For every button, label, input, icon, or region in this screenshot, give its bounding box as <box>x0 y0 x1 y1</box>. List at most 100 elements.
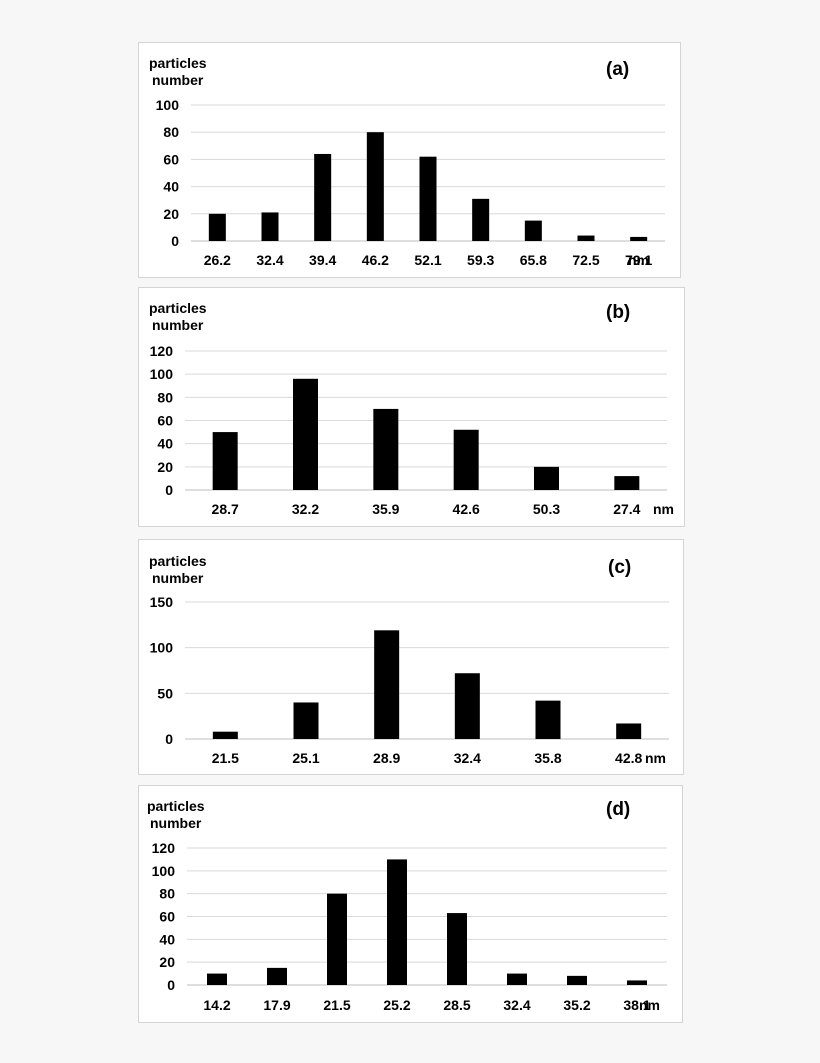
chart-panel-d: particles number (d) 0 20 40 60 80 100 120 14.2… <box>138 785 683 1023</box>
y-tick-label: 150 <box>150 594 174 610</box>
y-axis-title: particles number <box>149 300 207 334</box>
x-tick-label: 65.8 <box>520 252 547 268</box>
y-tick-label: 0 <box>165 482 173 498</box>
x-tick-label: 32.4 <box>256 252 283 268</box>
y-tick-label: 120 <box>150 343 174 359</box>
bar <box>447 913 467 985</box>
bar <box>614 476 640 490</box>
y-axis-title-line2: number <box>152 72 204 88</box>
bar <box>366 132 384 241</box>
y-tick-label: 60 <box>157 413 173 429</box>
x-tick-label: 21.5 <box>323 997 350 1013</box>
chart-plot: 0 20 40 60 80 100 120 14.2 17.9 21.5 25.2 28.5 32.4 3… <box>152 840 667 1013</box>
y-tick-label: 50 <box>157 685 173 701</box>
y-tick-label: 40 <box>159 931 175 947</box>
x-tick-label: 42.6 <box>453 501 480 517</box>
x-tick-label: 21.5 <box>212 750 239 766</box>
y-tick-label: 20 <box>157 459 173 475</box>
x-tick-label: 35.8 <box>534 750 561 766</box>
bar <box>208 213 226 241</box>
bar <box>535 700 561 739</box>
bar <box>387 859 407 985</box>
y-tick-label: 80 <box>159 886 175 902</box>
y-tick-label: 100 <box>156 97 180 113</box>
bar <box>261 212 279 241</box>
y-axis-title: particles number <box>149 553 207 587</box>
y-axis-title-line2: number <box>152 317 204 333</box>
bar <box>616 723 642 739</box>
chart-panel-a: particles number (a) 0 20 40 60 80 100 26.2 32.… <box>138 42 681 278</box>
y-tick-label: 100 <box>150 366 174 382</box>
x-tick-label: 46.2 <box>362 252 389 268</box>
x-tick-label: 32.2 <box>292 501 319 517</box>
x-tick-label: 17.9 <box>263 997 290 1013</box>
bar <box>453 429 479 490</box>
panel-label: (b) <box>606 302 631 323</box>
bar <box>577 235 595 241</box>
bar <box>419 156 437 241</box>
x-tick-label: 28.9 <box>373 750 400 766</box>
chart-panel-c: particles number (c) 0 50 100 150 21.5 25.1 28… <box>138 539 684 775</box>
y-tick-label: 80 <box>157 389 173 405</box>
y-axis-title-line2: number <box>150 815 202 831</box>
x-tick-label: 38.1 <box>623 997 650 1013</box>
x-tick-label: 39.4 <box>309 252 336 268</box>
x-tick-label: 25.1 <box>292 750 319 766</box>
y-axis-title-line1: particles <box>147 798 205 814</box>
bar <box>524 220 542 241</box>
bar <box>212 432 238 490</box>
x-tick-label: 14.2 <box>203 997 230 1013</box>
y-tick-label: 40 <box>163 179 179 195</box>
x-tick-label: 27.4 <box>613 501 640 517</box>
x-tick-label: 32.4 <box>454 750 481 766</box>
y-tick-label: 40 <box>157 436 173 452</box>
bar <box>314 153 332 241</box>
y-tick-label: 20 <box>163 206 179 222</box>
bar <box>567 975 587 985</box>
bar <box>374 630 400 739</box>
y-tick-label: 60 <box>159 909 175 925</box>
x-tick-label: 52.1 <box>414 252 441 268</box>
bar <box>293 702 319 739</box>
bar <box>373 408 399 490</box>
x-unit-label: nm <box>639 997 660 1013</box>
y-tick-label: 0 <box>165 731 173 747</box>
bar <box>507 973 527 985</box>
y-axis-title-line1: particles <box>149 553 207 569</box>
y-tick-label: 60 <box>163 151 179 167</box>
chart-plot: 0 20 40 60 80 100 120 28.7 32.2 35.9 42.6 50.3 27.4 n… <box>150 343 674 517</box>
chart-plot: 0 20 40 60 80 100 26.2 32.4 39.4 46.2 52.1 59.3 65.8… <box>156 97 665 268</box>
bar <box>293 378 318 490</box>
bar <box>267 967 287 985</box>
panel-label: (a) <box>606 59 630 80</box>
bar <box>454 673 480 739</box>
bar <box>630 236 648 241</box>
y-tick-label: 0 <box>167 977 175 993</box>
y-axis-title: particles number <box>147 798 205 832</box>
y-axis-title: particles number <box>149 55 207 89</box>
chart-panel-b: particles number (b) 0 20 40 60 80 100 120 28.7… <box>138 287 685 527</box>
y-tick-label: 20 <box>159 954 175 970</box>
x-tick-label: 79.1 <box>625 252 652 268</box>
x-tick-label: 28.7 <box>212 501 239 517</box>
bar <box>207 973 227 985</box>
y-axis-title-line1: particles <box>149 55 207 71</box>
x-tick-label: 35.9 <box>372 501 399 517</box>
bar <box>327 893 347 985</box>
x-tick-label: 35.2 <box>563 997 590 1013</box>
chart-plot: 0 50 100 150 21.5 25.1 28.9 32.4 35.8 42.8 nm <box>150 594 669 766</box>
x-unit-label: nm <box>645 750 666 766</box>
x-tick-label: 25.2 <box>383 997 410 1013</box>
x-unit-label: nm <box>628 252 649 268</box>
x-tick-label: 72.5 <box>572 252 599 268</box>
panel-label: (c) <box>608 557 632 578</box>
y-tick-label: 0 <box>171 233 179 249</box>
y-tick-label: 120 <box>152 840 176 856</box>
y-tick-label: 100 <box>150 640 174 656</box>
x-tick-label: 50.3 <box>533 501 560 517</box>
bar <box>472 198 490 241</box>
x-tick-label: 26.2 <box>204 252 231 268</box>
y-tick-label: 100 <box>152 863 176 879</box>
bar <box>627 980 647 985</box>
y-tick-label: 80 <box>163 124 179 140</box>
